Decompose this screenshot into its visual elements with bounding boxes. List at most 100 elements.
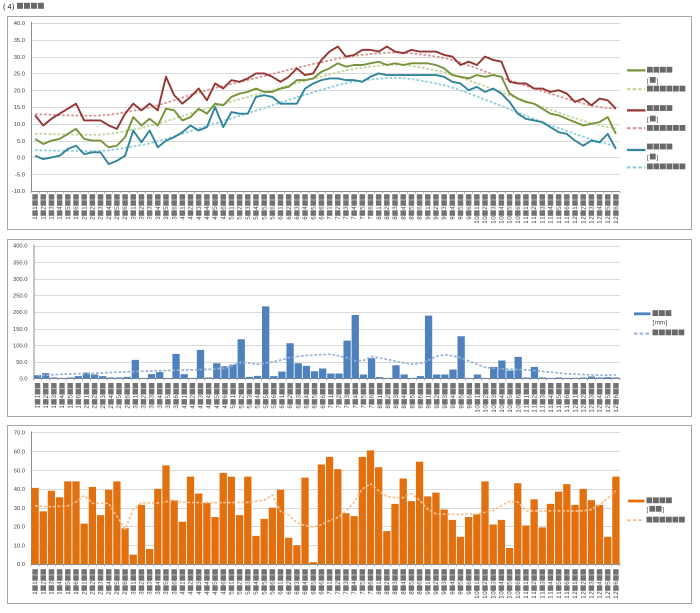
svg-text:6: 6	[271, 395, 278, 399]
svg-text:7: 7	[351, 591, 358, 595]
svg-text:1: 1	[32, 591, 39, 595]
svg-text:6: 6	[171, 206, 178, 210]
svg-text:5: 5	[310, 581, 317, 585]
svg-text:7: 7	[335, 591, 342, 595]
svg-text:4: 4	[450, 395, 457, 399]
svg-text:3: 3	[295, 395, 302, 399]
svg-text:0: 0	[507, 405, 514, 409]
svg-text:1: 1	[425, 206, 432, 210]
svg-text:1: 1	[81, 581, 88, 585]
svg-text:4: 4	[214, 405, 221, 409]
svg-text:6: 6	[613, 206, 620, 210]
svg-text:5: 5	[409, 206, 416, 210]
svg-text:6: 6	[286, 216, 293, 220]
svg-text:1: 1	[59, 405, 66, 409]
svg-text:2: 2	[580, 216, 587, 220]
svg-text:1: 1	[564, 220, 571, 224]
svg-text:2: 2	[189, 395, 196, 399]
svg-text:7: 7	[352, 405, 359, 409]
svg-text:7: 7	[368, 216, 375, 220]
svg-text:2: 2	[141, 395, 148, 399]
svg-text:2: 2	[433, 581, 440, 585]
svg-text:9: 9	[450, 405, 457, 409]
svg-text:3: 3	[540, 395, 547, 399]
svg-text:3: 3	[294, 206, 301, 210]
svg-text:0.0: 0.0	[17, 562, 25, 568]
svg-text:4: 4	[401, 395, 408, 399]
svg-text:2: 2	[597, 405, 604, 409]
svg-text:3: 3	[165, 405, 172, 409]
svg-text:2: 2	[114, 591, 121, 595]
svg-text:1: 1	[515, 595, 522, 599]
svg-text:2: 2	[384, 206, 391, 210]
svg-text:7: 7	[359, 216, 366, 220]
svg-text:6: 6	[73, 581, 80, 585]
svg-text:2: 2	[122, 216, 129, 220]
svg-text:1: 1	[572, 595, 579, 599]
svg-text:1: 1	[482, 220, 489, 224]
svg-text:2: 2	[580, 405, 587, 409]
svg-text:1: 1	[40, 591, 47, 595]
svg-text:3: 3	[441, 581, 448, 585]
svg-text:3: 3	[171, 216, 178, 220]
svg-text:2: 2	[605, 216, 612, 220]
svg-text:1: 1	[507, 220, 514, 224]
svg-text:2: 2	[433, 206, 440, 210]
svg-text:5: 5	[263, 405, 270, 409]
svg-text:[: [	[653, 320, 655, 327]
svg-text:3: 3	[588, 581, 595, 585]
svg-text:1: 1	[532, 405, 539, 409]
svg-text:3: 3	[539, 206, 546, 210]
svg-text:2: 2	[81, 591, 88, 595]
svg-text:8: 8	[384, 216, 391, 220]
svg-text:6: 6	[295, 405, 302, 409]
svg-text:1: 1	[556, 409, 563, 413]
svg-text:7: 7	[369, 405, 376, 409]
svg-text:9: 9	[458, 591, 465, 595]
svg-text:0: 0	[515, 405, 522, 409]
svg-text:20.0: 20.0	[14, 88, 25, 94]
svg-text:3: 3	[147, 581, 154, 585]
svg-text:4: 4	[188, 216, 195, 220]
svg-text:2: 2	[84, 405, 91, 409]
svg-text:2: 2	[580, 591, 587, 595]
svg-text:6: 6	[279, 405, 286, 409]
svg-text:3: 3	[294, 581, 301, 585]
svg-text:7: 7	[343, 216, 350, 220]
svg-text:]: ]	[656, 154, 658, 161]
svg-text:4: 4	[7, 2, 11, 11]
svg-text:1: 1	[474, 206, 481, 210]
svg-text:1: 1	[491, 409, 498, 413]
svg-text:2: 2	[580, 395, 587, 399]
svg-text:2: 2	[286, 206, 293, 210]
svg-text:6: 6	[303, 405, 310, 409]
svg-text:4: 4	[181, 405, 188, 409]
svg-text:5: 5	[605, 581, 612, 585]
svg-text:2: 2	[114, 216, 121, 220]
svg-text:3: 3	[51, 395, 58, 399]
svg-text:4: 4	[204, 206, 211, 210]
svg-text:1: 1	[539, 591, 546, 595]
svg-text:8: 8	[377, 405, 384, 409]
svg-text:4: 4	[106, 581, 113, 585]
svg-text:2: 2	[106, 216, 113, 220]
svg-text:8: 8	[393, 405, 400, 409]
svg-text:0: 0	[475, 405, 482, 409]
svg-text:5: 5	[263, 395, 270, 399]
svg-text:7: 7	[335, 216, 342, 220]
svg-text:3: 3	[198, 395, 205, 399]
svg-text:5: 5	[556, 206, 563, 210]
svg-text:1: 1	[564, 591, 571, 595]
svg-text:5: 5	[458, 581, 465, 585]
svg-text:4: 4	[253, 206, 260, 210]
svg-text:9: 9	[433, 591, 440, 595]
svg-text:5: 5	[458, 395, 465, 399]
svg-text:200.0: 200.0	[13, 310, 28, 316]
svg-text:1: 1	[475, 409, 482, 413]
svg-text:1: 1	[474, 595, 481, 599]
svg-text:2: 2	[40, 581, 47, 585]
svg-text:1: 1	[588, 220, 595, 224]
svg-text:1: 1	[490, 595, 497, 599]
svg-text:5: 5	[261, 591, 268, 595]
svg-text:9: 9	[425, 591, 432, 595]
